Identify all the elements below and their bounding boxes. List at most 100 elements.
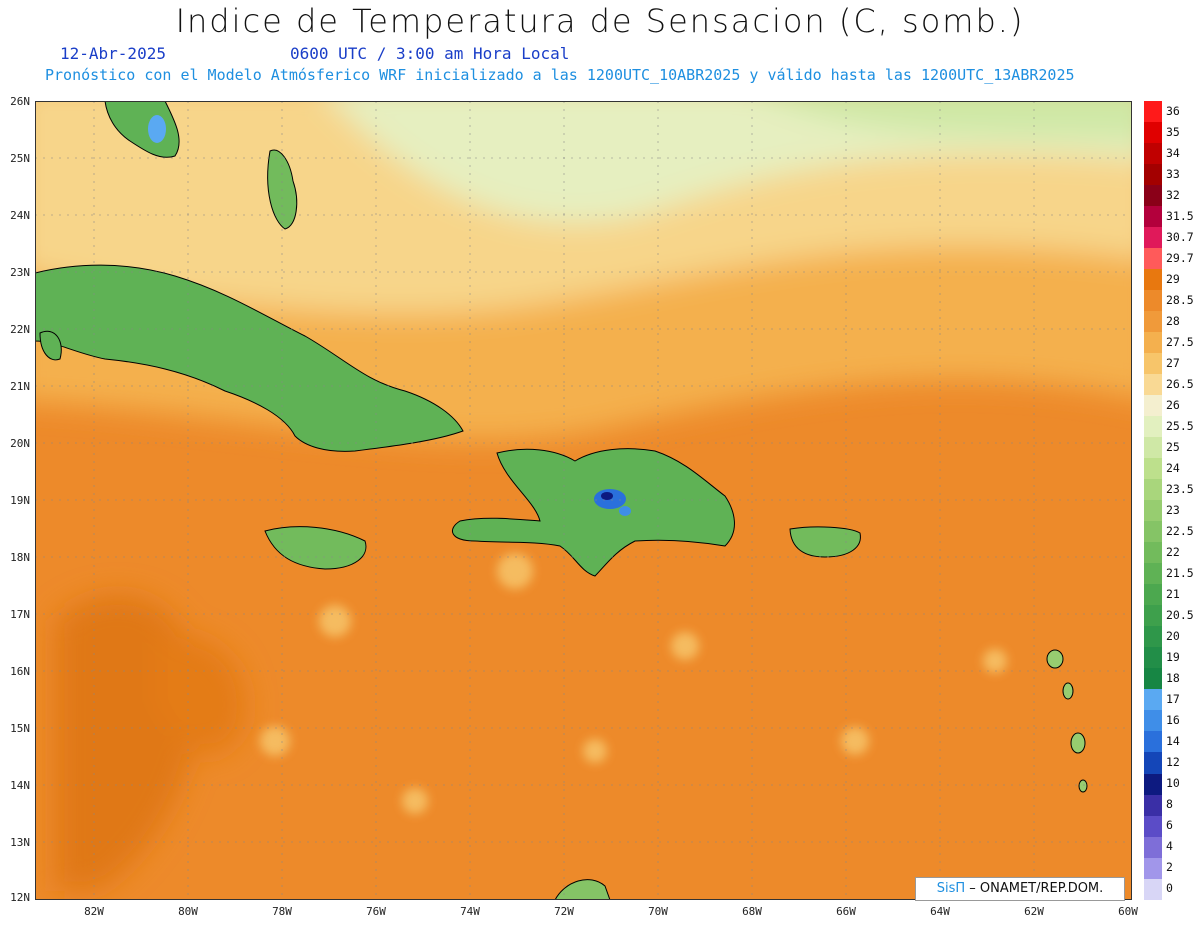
colorbar-label: 21 (1166, 587, 1180, 602)
colorbar-label: 17 (1166, 692, 1180, 707)
martinique (1070, 732, 1086, 754)
colorbar-label: 35 (1166, 124, 1180, 139)
cool-belt-ne (776, 101, 1132, 140)
lat-label: 15N (10, 722, 30, 735)
colorbar-label: 29 (1166, 271, 1180, 286)
colorbar-label: 27 (1166, 355, 1180, 370)
warm-patch (671, 632, 699, 660)
lat-label: 23N (10, 266, 30, 279)
colorbar-label: 25 (1166, 439, 1180, 454)
colorbar-label: 30.7 (1166, 229, 1194, 244)
colorbar-swatch (1144, 605, 1162, 627)
colorbar-label: 29.7 (1166, 250, 1194, 265)
colorbar-swatch (1144, 773, 1162, 795)
colorbar-swatch (1144, 731, 1162, 753)
lon-label: 64W (930, 905, 950, 918)
south-america-coast (554, 879, 611, 900)
colorbar-label: 26.5 (1166, 376, 1194, 391)
florida-cool-spot (148, 115, 166, 143)
colorbar-swatch (1144, 164, 1162, 186)
colorbar-label: 21.5 (1166, 566, 1194, 581)
warm-patch (402, 788, 428, 814)
colorbar-label: 16 (1166, 713, 1180, 728)
lon-label: 66W (836, 905, 856, 918)
cordillera-peak (601, 492, 613, 500)
valle-nuevo-cold (619, 506, 631, 516)
lon-label: 68W (742, 905, 762, 918)
warm-patch (983, 649, 1007, 673)
colorbar-swatch (1144, 185, 1162, 207)
colorbar-swatch (1144, 227, 1162, 249)
colorbar-swatch (1144, 332, 1162, 354)
lon-label: 78W (272, 905, 292, 918)
colorbar-label: 28 (1166, 313, 1180, 328)
colorbar-label: 26 (1166, 397, 1180, 412)
map-frame (35, 101, 1132, 900)
lon-label: 60W (1118, 905, 1138, 918)
colorbar-swatch (1144, 563, 1162, 585)
colorbar-label: 8 (1166, 797, 1173, 812)
st-lucia (1078, 779, 1088, 793)
lon-label: 70W (648, 905, 668, 918)
colorbar-label: 22.5 (1166, 524, 1194, 539)
warm-patch (319, 605, 351, 637)
colorbar-swatch (1144, 542, 1162, 564)
colorbar-label: 10 (1166, 776, 1180, 791)
colorbar-swatch (1144, 647, 1162, 669)
warm-patch (260, 726, 290, 756)
colorbar-label: 20 (1166, 629, 1180, 644)
colorbar-swatch (1144, 395, 1162, 417)
lat-label: 20N (10, 437, 30, 450)
colorbar-swatch (1144, 710, 1162, 732)
colorbar-swatch (1144, 878, 1162, 900)
colorbar-swatch (1144, 143, 1162, 165)
colorbar-swatch (1144, 290, 1162, 312)
lat-label: 25N (10, 152, 30, 165)
colorbar-label: 27.5 (1166, 334, 1194, 349)
lon-gridlines (93, 101, 1035, 900)
lat-label: 18N (10, 551, 30, 564)
model-description: Pronóstico con el Modelo Atmósferico WRF… (45, 66, 1075, 84)
lon-label: 74W (460, 905, 480, 918)
colorbar-swatch (1144, 815, 1162, 837)
hot-zone-sw (155, 635, 247, 755)
lat-label: 16N (10, 665, 30, 678)
warm-patch (841, 727, 869, 755)
colorbar-swatch (1144, 794, 1162, 816)
colorbar-swatch (1144, 437, 1162, 459)
florida (104, 101, 180, 158)
colorbar-label: 18 (1166, 671, 1180, 686)
colorbar-swatch (1144, 311, 1162, 333)
colorbar-label: 23 (1166, 503, 1180, 517)
colorbar-swatch (1144, 584, 1162, 606)
colorbar-swatch (1144, 857, 1162, 879)
colorbar-label: 31.5 (1166, 208, 1194, 223)
colorbar-swatch (1144, 500, 1162, 522)
cuba (35, 264, 464, 452)
colorbar-swatch (1144, 521, 1162, 543)
colorbar-swatch (1144, 122, 1162, 144)
colorbar-label: 22 (1166, 545, 1180, 560)
colorbar-label: 12 (1166, 755, 1180, 770)
lat-label: 21N (10, 380, 30, 393)
colorbar-label: 24 (1166, 460, 1180, 475)
lat-label: 17N (10, 608, 30, 621)
puerto-rico (789, 526, 861, 558)
colorbar-swatch (1144, 626, 1162, 648)
colorbar-swatch (1144, 416, 1162, 438)
lat-label: 24N (10, 209, 30, 222)
lon-label: 80W (178, 905, 198, 918)
warm-patch (497, 553, 533, 589)
colorbar-label: 23.5 (1166, 481, 1194, 496)
lon-label: 76W (366, 905, 386, 918)
colorbar-label: 20.5 (1166, 608, 1194, 623)
sispi-logo: SisΠ (936, 881, 966, 896)
colorbar-swatch (1144, 752, 1162, 774)
colorbar-label: 0 (1166, 881, 1173, 896)
lat-label: 12N (10, 891, 30, 904)
colorbar-label: 4 (1166, 839, 1173, 854)
colorbar-label: 19 (1166, 650, 1180, 665)
colorbar-swatch (1144, 458, 1162, 480)
colorbar-label: 25.5 (1166, 418, 1194, 433)
credit-text: – ONAMET/REP.DOM. (969, 881, 1104, 896)
